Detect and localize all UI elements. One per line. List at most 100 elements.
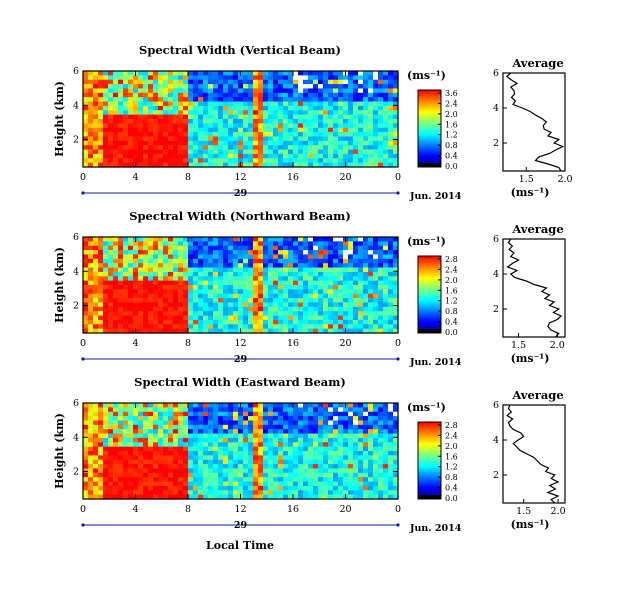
- heatmap-cell: [168, 416, 174, 422]
- heatmap-cell: [353, 451, 359, 456]
- heatmap-cell: [188, 285, 194, 290]
- heatmap-cell: [278, 289, 284, 295]
- heatmap-cell: [228, 132, 234, 138]
- heatmap-cell: [118, 319, 124, 325]
- x-tick-label: 16: [287, 338, 299, 349]
- heatmap-cell: [333, 237, 339, 242]
- heatmap-cell: [378, 416, 384, 422]
- heatmap-cell: [383, 280, 389, 286]
- heatmap-cell: [153, 490, 159, 496]
- heatmap-cell: [93, 79, 99, 85]
- heatmap-cell: [323, 472, 329, 478]
- heatmap-cell: [238, 485, 244, 491]
- heatmap-cell: [208, 289, 214, 295]
- heatmap-cell: [233, 311, 239, 317]
- heatmap-cell: [153, 451, 159, 456]
- heatmap-cell: [193, 490, 199, 496]
- heatmap-cell: [268, 119, 274, 124]
- heatmap-cell: [108, 293, 114, 299]
- heatmap-cell: [358, 302, 364, 308]
- heatmap-cell: [248, 97, 254, 103]
- colorbar-segment: [418, 431, 441, 435]
- heatmap-cell: [313, 153, 319, 159]
- heatmap-cell: [148, 71, 154, 76]
- colorbar-segment: [418, 281, 441, 284]
- heatmap-cell: [323, 132, 329, 138]
- colorbar-segment: [418, 473, 441, 477]
- heatmap-cell: [103, 315, 109, 321]
- heatmap-cell: [173, 420, 179, 426]
- profile-y-tick-label: 6: [493, 400, 499, 411]
- heatmap-cell: [133, 75, 139, 81]
- y-tick-label: 4: [73, 266, 79, 277]
- heatmap-cell: [183, 254, 189, 260]
- heatmap-cell: [208, 127, 214, 133]
- heatmap-cell: [308, 433, 314, 439]
- heatmap-cell: [218, 158, 224, 164]
- heatmap-cell: [213, 459, 219, 465]
- heatmap-cell: [383, 162, 389, 168]
- heatmap-cell: [258, 127, 264, 133]
- heatmap-cell: [198, 485, 204, 491]
- heatmap-cell: [283, 403, 289, 408]
- heatmap-cell: [288, 311, 294, 317]
- heatmap-cell: [278, 429, 284, 435]
- heatmap-cell: [288, 88, 294, 94]
- heatmap-cell: [263, 420, 269, 426]
- heatmap-cell: [163, 324, 169, 330]
- heatmap-cell: [368, 241, 374, 247]
- heatmap-cell: [313, 88, 319, 94]
- heatmap-cell: [168, 437, 174, 443]
- heatmap-cell: [93, 88, 99, 94]
- heatmap-cell: [163, 472, 169, 478]
- heatmap-cell: [218, 79, 224, 85]
- heatmap-cell: [198, 267, 204, 273]
- heatmap-cell: [363, 481, 369, 487]
- heatmap-cell: [218, 289, 224, 295]
- heatmap-cell: [183, 490, 189, 496]
- heatmap-cell: [198, 140, 204, 146]
- heatmap-cell: [203, 97, 209, 103]
- heatmap-cell: [303, 92, 309, 98]
- heatmap-cell: [308, 420, 314, 426]
- heatmap-cell: [93, 315, 99, 321]
- heatmap-cell: [163, 464, 169, 470]
- heatmap-cell: [313, 420, 319, 426]
- heatmap-cell: [333, 149, 339, 155]
- heatmap-cell: [378, 319, 384, 325]
- heatmap-cell: [383, 429, 389, 435]
- heatmap-cell: [113, 110, 119, 116]
- heatmap-cell: [318, 289, 324, 295]
- heatmap-cell: [158, 411, 164, 417]
- heatmap-cell: [148, 424, 154, 430]
- heatmap-cell: [353, 468, 359, 474]
- heatmap-cell: [123, 241, 129, 247]
- heatmap-cell: [383, 250, 389, 256]
- heatmap-cell: [98, 276, 104, 282]
- heatmap-cell: [393, 110, 399, 116]
- heatmap-cell: [313, 319, 319, 325]
- heatmap-cell: [113, 245, 119, 251]
- heatmap-cell: [303, 110, 309, 116]
- heatmap-cell: [353, 241, 359, 247]
- heatmap-cell: [373, 250, 379, 256]
- heatmap-cell: [133, 241, 139, 247]
- heatmap-cell: [83, 280, 89, 286]
- heatmap-cell: [338, 136, 344, 142]
- heatmap-cell: [253, 420, 259, 426]
- heatmap-cell: [363, 306, 369, 312]
- heatmap-cell: [333, 92, 339, 98]
- heatmap-cell: [178, 88, 184, 94]
- heatmap-cell: [248, 416, 254, 422]
- heatmap-cell: [333, 132, 339, 138]
- heatmap-cell: [193, 158, 199, 164]
- heatmap-cell: [303, 105, 309, 111]
- heatmap-cell: [133, 110, 139, 116]
- heatmap-cell: [168, 311, 174, 317]
- heatmap-cell: [168, 101, 174, 107]
- heatmap-cell: [188, 464, 194, 470]
- heatmap-cell: [338, 420, 344, 426]
- heatmap-cell: [238, 280, 244, 286]
- heatmap-cell: [338, 459, 344, 465]
- heatmap-cell: [148, 306, 154, 312]
